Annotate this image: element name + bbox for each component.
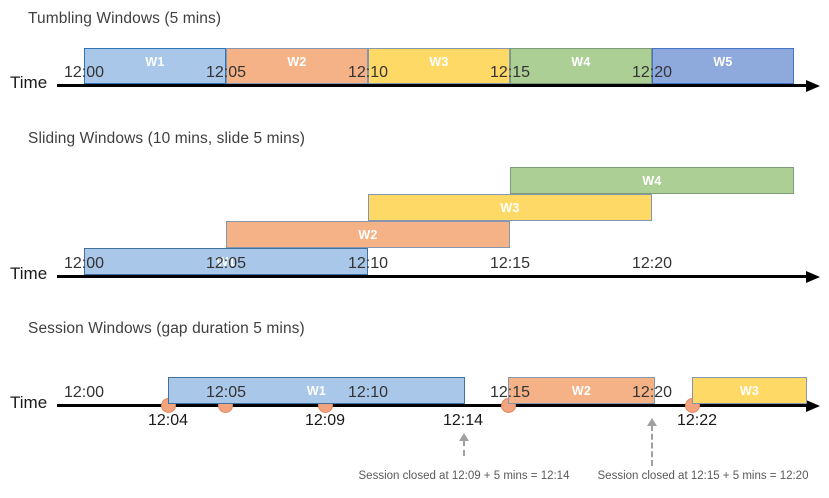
session-window-box-w1: W1 [168,377,465,404]
event-time-label: 12:09 [304,412,346,429]
tick-label: 12:20 [631,255,673,272]
session-axis-arrowhead-icon [806,399,820,412]
sliding-window-box-w4: W4 [510,167,794,194]
event-time-label: 12:04 [147,412,189,429]
window-label: W3 [500,200,520,215]
time-axis-label-session: Time [10,393,48,412]
tumbling-timeline-axis [57,84,806,87]
window-label: W1 [306,383,327,398]
session-window-box-w2: W2 [508,377,655,404]
callout-text: Session closed at 12:09 + 5 mins = 12:14 [358,470,570,482]
sliding-window-box-w1: W1 [84,248,368,275]
window-label: W2 [571,383,592,398]
tick-label: 12:00 [63,64,105,81]
tick-label: 12:05 [205,255,247,272]
tick-label: 12:15 [489,384,531,401]
tick-label: 12:10 [347,384,389,401]
tick-label: 12:10 [347,64,389,81]
window-label: W5 [713,55,733,69]
section-title-session: Session Windows (gap duration 5 mins) [28,320,305,337]
tumbling-window-box-w3: W3 [368,48,510,84]
session-timeline-axis [57,404,806,407]
tick-label: 12:20 [631,384,673,401]
sliding-axis-arrowhead-icon [806,270,820,283]
window-label: W4 [571,55,591,69]
tick-label: 12:00 [63,384,105,401]
window-label: W1 [145,55,165,69]
section-title-sliding: Sliding Windows (10 mins, slide 5 mins) [28,130,305,147]
tick-label: 12:05 [205,384,247,401]
sliding-timeline-axis [57,275,806,278]
window-label: W2 [287,55,307,69]
sliding-window-box-w2: W2 [226,221,510,248]
tick-label: 12:15 [489,64,531,81]
callout-text: Session closed at 12:15 + 5 mins = 12:20 [597,470,809,482]
window-label: W3 [429,55,449,69]
sliding-window-box-w3: W3 [368,194,652,221]
tumbling-axis-arrowhead-icon [806,79,820,92]
window-label: W4 [642,173,662,188]
section-title-tumbling: Tumbling Windows (5 mins) [28,10,222,27]
tick-label: 12:00 [63,255,105,272]
window-label: W3 [739,383,760,398]
tumbling-window-box-w5: W5 [652,48,794,84]
tick-label: 12:20 [631,64,673,81]
event-time-label: 12:14 [442,412,484,429]
session-window-box-w3: W3 [692,377,807,404]
callout-arrow [463,440,465,456]
tick-label: 12:15 [489,255,531,272]
tick-label: 12:05 [205,64,247,81]
window-label: W1 [216,254,236,269]
callout-arrowhead-icon [647,418,657,426]
event-time-label: 12:22 [676,412,718,429]
tumbling-window-box-w4: W4 [510,48,652,84]
tumbling-window-box-w1: W1 [84,48,226,84]
time-axis-label-tumbling: Time [10,73,48,92]
callout-arrow [651,425,653,466]
time-axis-label-sliding: Time [10,264,48,283]
tick-label: 12:10 [347,255,389,272]
callout-arrowhead-icon [459,433,469,441]
window-label: W2 [358,227,378,242]
tumbling-window-box-w2: W2 [226,48,368,84]
